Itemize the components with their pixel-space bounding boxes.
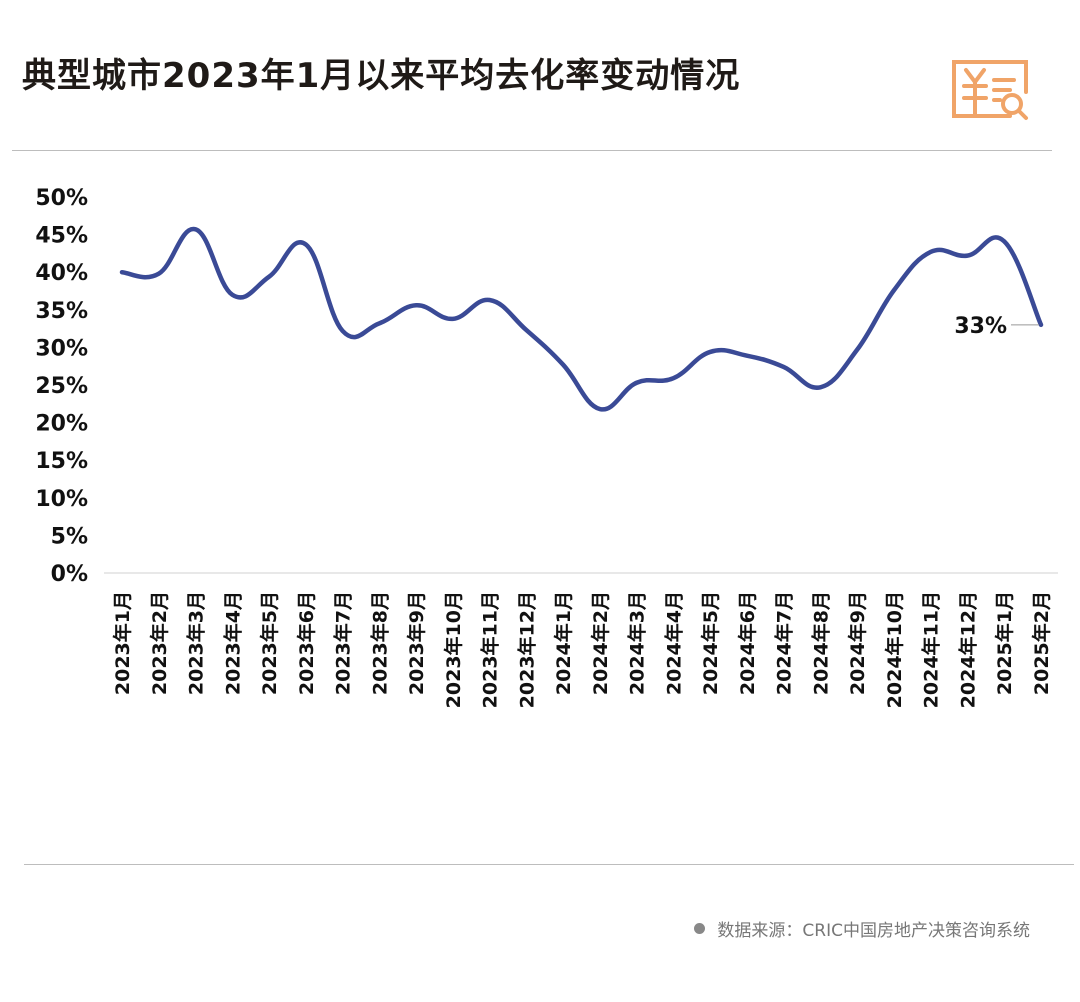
x-tick-label: 2023年7月 — [332, 591, 355, 695]
data-source: 数据来源：CRIC中国房地产决策咨询系统 — [694, 916, 1030, 941]
x-tick-label: 2024年7月 — [773, 591, 796, 695]
y-tick-label: 35% — [35, 299, 88, 324]
data-source-text: 数据来源：CRIC中国房地产决策咨询系统 — [717, 921, 1030, 941]
y-tick-label: 20% — [35, 412, 88, 437]
x-tick-label: 2023年2月 — [148, 591, 171, 695]
y-tick-label: 25% — [35, 374, 88, 399]
x-tick-label: 2023年8月 — [368, 591, 391, 695]
x-tick-label: 2023年5月 — [258, 591, 281, 695]
x-tick-label: 2024年1月 — [552, 591, 575, 695]
x-tick-label: 2024年11月 — [920, 591, 943, 708]
y-tick-label: 0% — [51, 562, 88, 587]
x-tick-label: 2023年3月 — [185, 591, 208, 695]
x-tick-label: 2025年1月 — [993, 591, 1016, 695]
y-tick-label: 40% — [35, 261, 88, 286]
x-tick-label: 2024年10月 — [883, 591, 906, 708]
series-line — [119, 227, 1044, 412]
y-tick-label: 15% — [35, 449, 88, 474]
x-tick-label: 2023年9月 — [405, 591, 428, 695]
x-tick-label: 2024年4月 — [662, 591, 685, 695]
x-tick-label: 2025年2月 — [1030, 591, 1053, 695]
x-tick-label: 2024年2月 — [589, 591, 612, 695]
y-tick-label: 5% — [51, 524, 88, 549]
x-tick-label: 2024年12月 — [956, 591, 979, 708]
y-tick-label: 45% — [35, 224, 88, 249]
x-tick-label: 2023年10月 — [442, 591, 465, 708]
y-tick-label: 50% — [35, 186, 88, 211]
receipt-search-icon — [952, 60, 1028, 120]
header-divider — [12, 150, 1052, 151]
line-chart: 0% 5% 10% 15% 20% 25% 30% 35% 40% 45% 50% 2023年1月 20… — [35, 186, 1058, 708]
y-tick-label: 10% — [35, 487, 88, 512]
data-label: 33% — [954, 314, 1007, 339]
x-tick-label: 2024年6月 — [736, 591, 759, 695]
page-title: 典型城市2023年1月以来平均去化率变动情况 — [22, 56, 741, 96]
x-tick-label: 2023年1月 — [111, 591, 134, 695]
y-tick-label: 30% — [35, 336, 88, 361]
x-tick-label: 2023年6月 — [295, 591, 318, 695]
x-tick-label: 2023年11月 — [479, 591, 502, 708]
x-tick-label: 2024年8月 — [809, 591, 832, 695]
x-tick-label: 2024年9月 — [846, 591, 869, 695]
x-tick-label: 2023年12月 — [515, 591, 538, 708]
x-tick-label: 2024年5月 — [699, 591, 722, 695]
bullet-icon — [694, 923, 706, 934]
x-tick-label: 2024年3月 — [626, 591, 649, 695]
footer-divider — [24, 864, 1074, 865]
x-tick-label: 2023年4月 — [221, 591, 244, 695]
